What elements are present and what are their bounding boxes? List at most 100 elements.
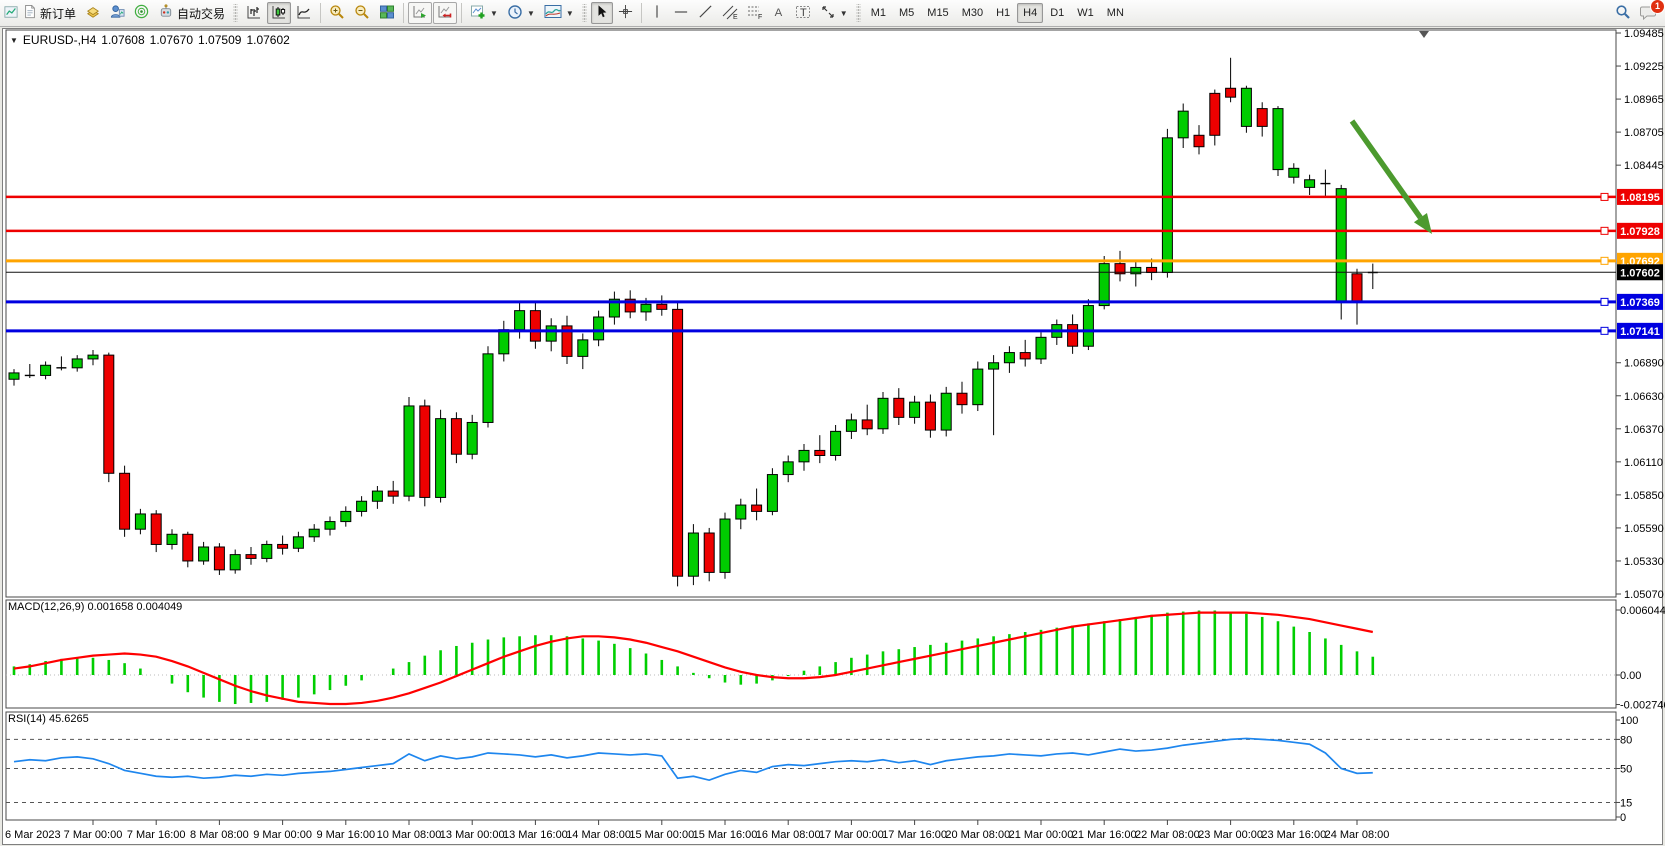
candle[interactable] [292, 536, 304, 549]
market-depth-button[interactable] [81, 2, 105, 24]
candle[interactable] [577, 339, 589, 357]
candle[interactable] [198, 546, 210, 562]
candle[interactable] [1304, 179, 1316, 188]
candle[interactable] [593, 316, 605, 341]
candle[interactable] [672, 308, 684, 577]
timeframe-m1[interactable]: M1 [865, 3, 892, 23]
candle[interactable] [450, 418, 462, 455]
candle[interactable] [719, 518, 731, 573]
candle[interactable] [419, 405, 431, 498]
candle[interactable] [988, 362, 1000, 370]
candle[interactable] [356, 500, 368, 512]
candle[interactable] [1003, 352, 1015, 364]
candle[interactable] [766, 474, 778, 512]
equidistant-channel-button[interactable]: E [718, 2, 742, 24]
candle[interactable] [687, 532, 699, 577]
candle[interactable] [1240, 87, 1252, 127]
auto-trading-button[interactable]: 自动交易 [154, 2, 229, 24]
timeframe-m30[interactable]: M30 [956, 3, 989, 23]
candle[interactable] [245, 554, 257, 559]
candle[interactable] [498, 329, 510, 355]
candle[interactable] [324, 521, 336, 530]
candle[interactable] [308, 528, 320, 538]
candle[interactable] [909, 401, 921, 418]
candle[interactable] [877, 397, 889, 430]
candle[interactable] [403, 405, 415, 497]
trendline-button[interactable] [694, 2, 717, 24]
timeframe-w1[interactable]: W1 [1071, 3, 1100, 23]
candle[interactable] [1351, 273, 1363, 303]
candle[interactable] [751, 504, 763, 512]
candle[interactable] [514, 310, 526, 331]
vertical-line-button[interactable] [646, 2, 668, 24]
candle[interactable] [166, 533, 178, 545]
rsi-panel[interactable]: 100 80 50 15 0 [6, 715, 1638, 824]
candle[interactable] [940, 392, 952, 431]
candle[interactable] [656, 303, 668, 310]
arrows-shapes-button[interactable]: ▼ [816, 2, 852, 24]
candle[interactable] [150, 513, 162, 545]
candle[interactable] [782, 461, 794, 476]
candle[interactable] [435, 418, 447, 498]
candle[interactable] [972, 368, 984, 406]
candle[interactable] [924, 401, 936, 431]
crosshair-button[interactable] [614, 2, 637, 24]
candle[interactable] [1098, 263, 1110, 307]
timeframe-h1[interactable]: H1 [990, 3, 1016, 23]
candle[interactable] [1335, 188, 1347, 303]
auto-scroll-button[interactable] [408, 2, 433, 24]
candle[interactable] [1272, 108, 1284, 171]
candle[interactable] [229, 554, 241, 571]
template-button[interactable]: ▼ [540, 2, 578, 24]
candle[interactable] [735, 504, 747, 520]
horizontal-line-button[interactable] [669, 2, 693, 24]
candle[interactable] [561, 325, 573, 357]
candle[interactable] [371, 490, 383, 502]
market-watch-button[interactable] [106, 2, 129, 24]
chart-shift-marker[interactable] [1419, 31, 1429, 38]
candle[interactable] [119, 472, 131, 530]
zoom-out-button[interactable] [350, 2, 374, 24]
candle[interactable] [956, 392, 968, 406]
new-chart-button[interactable]: ▼ [466, 2, 502, 24]
new-order-button[interactable]: 新订单 [19, 2, 80, 24]
candle[interactable] [1288, 167, 1300, 178]
timeframe-mn[interactable]: MN [1101, 3, 1130, 23]
timeframe-h4[interactable]: H4 [1017, 3, 1044, 23]
candle[interactable] [340, 510, 352, 523]
candle[interactable] [1130, 266, 1142, 275]
candle[interactable] [134, 513, 146, 530]
candle[interactable] [1225, 87, 1237, 98]
candle[interactable] [1114, 263, 1126, 275]
timeframe-m5[interactable]: M5 [893, 3, 920, 23]
candle[interactable] [277, 543, 289, 549]
tile-windows-button[interactable] [375, 2, 399, 24]
trend-arrow-annotation[interactable] [1349, 119, 1432, 234]
candle[interactable] [466, 421, 478, 455]
candle[interactable] [861, 419, 873, 430]
candle[interactable] [71, 358, 83, 369]
text-button[interactable]: A [768, 2, 790, 24]
time-axis[interactable]: 6 Mar 2023 7 Mar 00:00 7 Mar 16:00 8 Mar 08… [5, 820, 1389, 841]
fibonacci-button[interactable]: F [743, 2, 767, 24]
navigator-button[interactable] [130, 2, 153, 24]
candle[interactable] [830, 430, 842, 456]
candle[interactable] [87, 354, 99, 360]
bar-chart-button[interactable] [242, 2, 266, 24]
cursor-button[interactable] [590, 2, 613, 24]
candle[interactable] [798, 449, 810, 463]
candle[interactable] [545, 325, 557, 342]
candle[interactable] [703, 532, 715, 573]
candle[interactable] [1067, 324, 1079, 347]
candle[interactable] [1035, 336, 1047, 360]
candle[interactable] [1082, 305, 1094, 347]
zoom-in-button[interactable] [325, 2, 349, 24]
candle[interactable] [608, 298, 620, 318]
candle[interactable] [182, 533, 194, 562]
candle[interactable] [1193, 134, 1205, 148]
timeframe-m15[interactable]: M15 [921, 3, 954, 23]
candle[interactable] [40, 364, 52, 376]
candle[interactable] [482, 353, 494, 423]
candle[interactable] [261, 543, 273, 559]
